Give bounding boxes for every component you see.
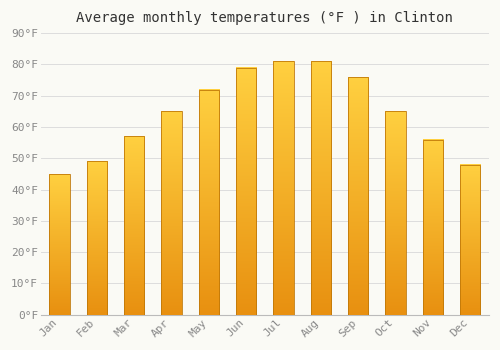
Bar (50, 174, 70, 315)
Bar (274, 61, 294, 315)
Title: Average monthly temperatures (°F ) in Clinton: Average monthly temperatures (°F ) in Cl… (76, 11, 454, 25)
Bar (348, 77, 368, 315)
Bar (124, 136, 144, 315)
Bar (386, 111, 406, 315)
Bar (236, 68, 256, 315)
Bar (86, 161, 107, 315)
Bar (422, 140, 443, 315)
Bar (162, 111, 182, 315)
Bar (460, 164, 480, 315)
Bar (310, 61, 331, 315)
Bar (198, 90, 219, 315)
